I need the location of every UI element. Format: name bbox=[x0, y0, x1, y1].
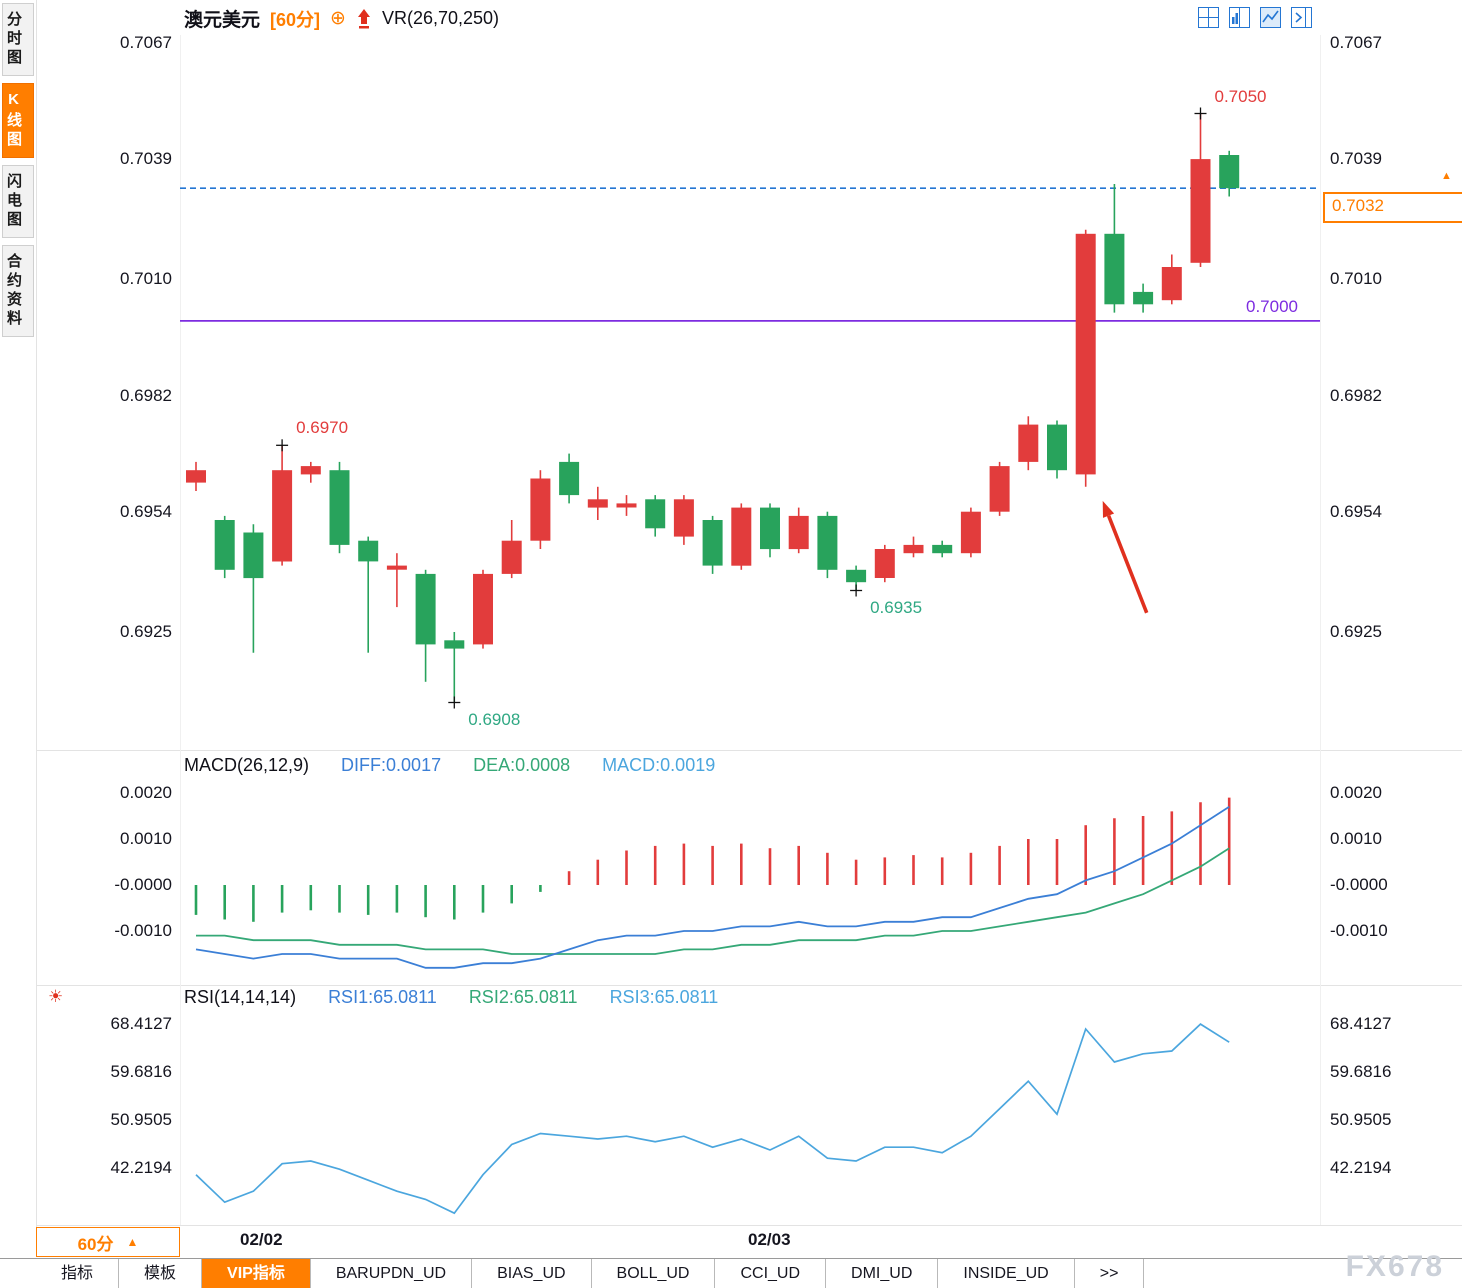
macd-lines bbox=[195, 806, 1230, 969]
price-axis-label-right: 0.7067 bbox=[1330, 33, 1382, 52]
bottom-tab-指标[interactable]: 指标 bbox=[36, 1259, 120, 1288]
price-up-marker-icon: ▲ bbox=[1441, 170, 1452, 182]
candlestick-series bbox=[186, 113, 1240, 703]
macd-diff-value: DIFF:0.0017 bbox=[341, 755, 442, 775]
price-axis-label-right: 0.7010 bbox=[1330, 269, 1382, 289]
price-axis-label-left: 0.6954 bbox=[120, 501, 172, 521]
bottom-tab-模板[interactable]: 模板 bbox=[119, 1259, 203, 1288]
bottom-tab-DMI_UD[interactable]: DMI_UD bbox=[826, 1259, 939, 1288]
macd-dea-value: DEA:0.0008 bbox=[473, 755, 571, 775]
rsi-header: RSI(14,14,14) RSI1:65.0811 RSI2:65.0811 … bbox=[184, 987, 718, 1008]
price-annotation: 0.6970 bbox=[296, 418, 349, 438]
price-annotation: 0.6908 bbox=[468, 709, 521, 729]
price-axis-label-left: 0.6925 bbox=[120, 622, 172, 641]
left-sidebar: 分时图 K线图 闪电图 合约资料 bbox=[0, 0, 37, 1256]
sidebar-tab-contract-info[interactable]: 合约资料 bbox=[2, 245, 34, 337]
macd-axis-label-left: 0.0010 bbox=[120, 829, 172, 848]
bottom-tab-BOLL_UD[interactable]: BOLL_UD bbox=[592, 1259, 716, 1288]
macd-axis-label-left: 0.0020 bbox=[120, 783, 172, 802]
price-axis-label-left: 0.6982 bbox=[120, 385, 172, 405]
sidebar-tab-kline[interactable]: K线图 bbox=[2, 83, 34, 158]
layout-chart-icon[interactable] bbox=[1259, 6, 1282, 29]
period-selector[interactable]: 60分 ▲ bbox=[36, 1227, 180, 1257]
bottom-tab-bar: 指标 模板 VIP指标 BARUPDN_UD BIAS_UD BOLL_UD CCI_UD D… bbox=[0, 1258, 1462, 1288]
price-axis-label-left: 0.7010 bbox=[120, 269, 172, 289]
rsi-axis-label-left: 42.2194 bbox=[110, 1158, 172, 1177]
reference-lines bbox=[180, 187, 1320, 322]
rsi2-value: RSI2:65.0811 bbox=[468, 987, 578, 1007]
price-axis-label-left: 0.7067 bbox=[120, 33, 172, 52]
layout-icons bbox=[1197, 6, 1313, 29]
sidebar-tab-lightning[interactable]: 闪电图 bbox=[2, 165, 34, 238]
layout-shift-icon[interactable] bbox=[1290, 6, 1313, 29]
chart-titlebar: 澳元美元 [60分] ⊕ VR(26,70,250) bbox=[184, 5, 499, 32]
price-axis-label-right: 0.6954 bbox=[1330, 501, 1382, 521]
period-up-arrow-icon: ▲ bbox=[126, 1235, 139, 1249]
price-axis-label-right: 0.6925 bbox=[1330, 622, 1382, 641]
bottom-tab->>[interactable]: >> bbox=[1075, 1259, 1145, 1288]
rsi-axis-label-left: 59.6816 bbox=[110, 1062, 172, 1081]
macd-axis-label-right: -0.0010 bbox=[1330, 921, 1388, 940]
macd-axis-label-left: -0.0000 bbox=[114, 875, 172, 894]
layout-quad-icon[interactable] bbox=[1197, 6, 1220, 29]
rsi3-value: RSI3:65.0811 bbox=[609, 987, 719, 1007]
sidebar-tab-timeshare[interactable]: 分时图 bbox=[2, 3, 34, 76]
rsi-axis-label-left: 50.9505 bbox=[110, 1110, 172, 1129]
rsi-axis-label-right: 59.6816 bbox=[1330, 1062, 1392, 1081]
macd-name: MACD(26,12,9) bbox=[184, 755, 310, 775]
rsi-axis-label-right: 42.2194 bbox=[1330, 1158, 1392, 1177]
macd-header: MACD(26,12,9) DIFF:0.0017 DEA:0.0008 MAC… bbox=[184, 755, 715, 776]
rsi1-value: RSI1:65.0811 bbox=[328, 987, 437, 1007]
layout-dual-icon[interactable] bbox=[1228, 6, 1251, 29]
bottom-tab-INSIDE_UD[interactable]: INSIDE_UD bbox=[938, 1259, 1075, 1288]
bottom-tab-CCI_UD[interactable]: CCI_UD bbox=[715, 1259, 827, 1288]
macd-axis-label-right: 0.0010 bbox=[1330, 829, 1382, 848]
rsi-name: RSI(14,14,14) bbox=[184, 987, 297, 1007]
bottom-tab-VIP指标[interactable]: VIP指标 bbox=[202, 1259, 311, 1288]
watermark: FX678 bbox=[1345, 1250, 1444, 1283]
macd-macd-value: MACD:0.0019 bbox=[602, 755, 716, 775]
macd-histogram bbox=[194, 797, 1231, 922]
zoom-plus-icon[interactable]: ⊕ bbox=[330, 8, 346, 29]
bottom-tab-BARUPDN_UD[interactable]: BARUPDN_UD bbox=[311, 1259, 473, 1288]
overlay-indicator-label: VR(26,70,250) bbox=[381, 8, 500, 28]
price-line-label: 0.7000 bbox=[1246, 296, 1298, 316]
price-annotation: 0.6935 bbox=[870, 597, 923, 617]
price-axis-label-right: 0.6982 bbox=[1330, 385, 1382, 405]
rsi-line bbox=[195, 1023, 1230, 1215]
period-label: [60分] bbox=[270, 9, 321, 30]
price-annotation: 0.7050 bbox=[1214, 86, 1267, 106]
instrument-name: 澳元美元 bbox=[184, 10, 261, 31]
rsi-axis-label-left: 68.4127 bbox=[110, 1014, 172, 1033]
x-axis-date-label: 02/03 bbox=[748, 1230, 791, 1249]
macd-axis-label-left: -0.0010 bbox=[114, 921, 172, 940]
rsi-axis-label-right: 68.4127 bbox=[1330, 1014, 1392, 1033]
period-selector-label: 60分 bbox=[77, 1234, 114, 1254]
sun-icon[interactable]: ☀ bbox=[48, 987, 64, 1006]
current-price-box: 0.7032 bbox=[1323, 192, 1462, 223]
macd-axis-label-right: 0.0020 bbox=[1330, 783, 1382, 802]
macd-axis-label-right: -0.0000 bbox=[1330, 875, 1388, 894]
price-axis-label-right: 0.7039 bbox=[1330, 149, 1382, 169]
pump-up-icon bbox=[356, 8, 372, 30]
rsi-axis-label-right: 50.9505 bbox=[1330, 1110, 1392, 1129]
price-axis-label-left: 0.7039 bbox=[120, 149, 172, 169]
bottom-tab-BIAS_UD[interactable]: BIAS_UD bbox=[472, 1259, 592, 1288]
annotations bbox=[276, 107, 1207, 709]
x-axis-date-label: 02/02 bbox=[240, 1230, 283, 1249]
